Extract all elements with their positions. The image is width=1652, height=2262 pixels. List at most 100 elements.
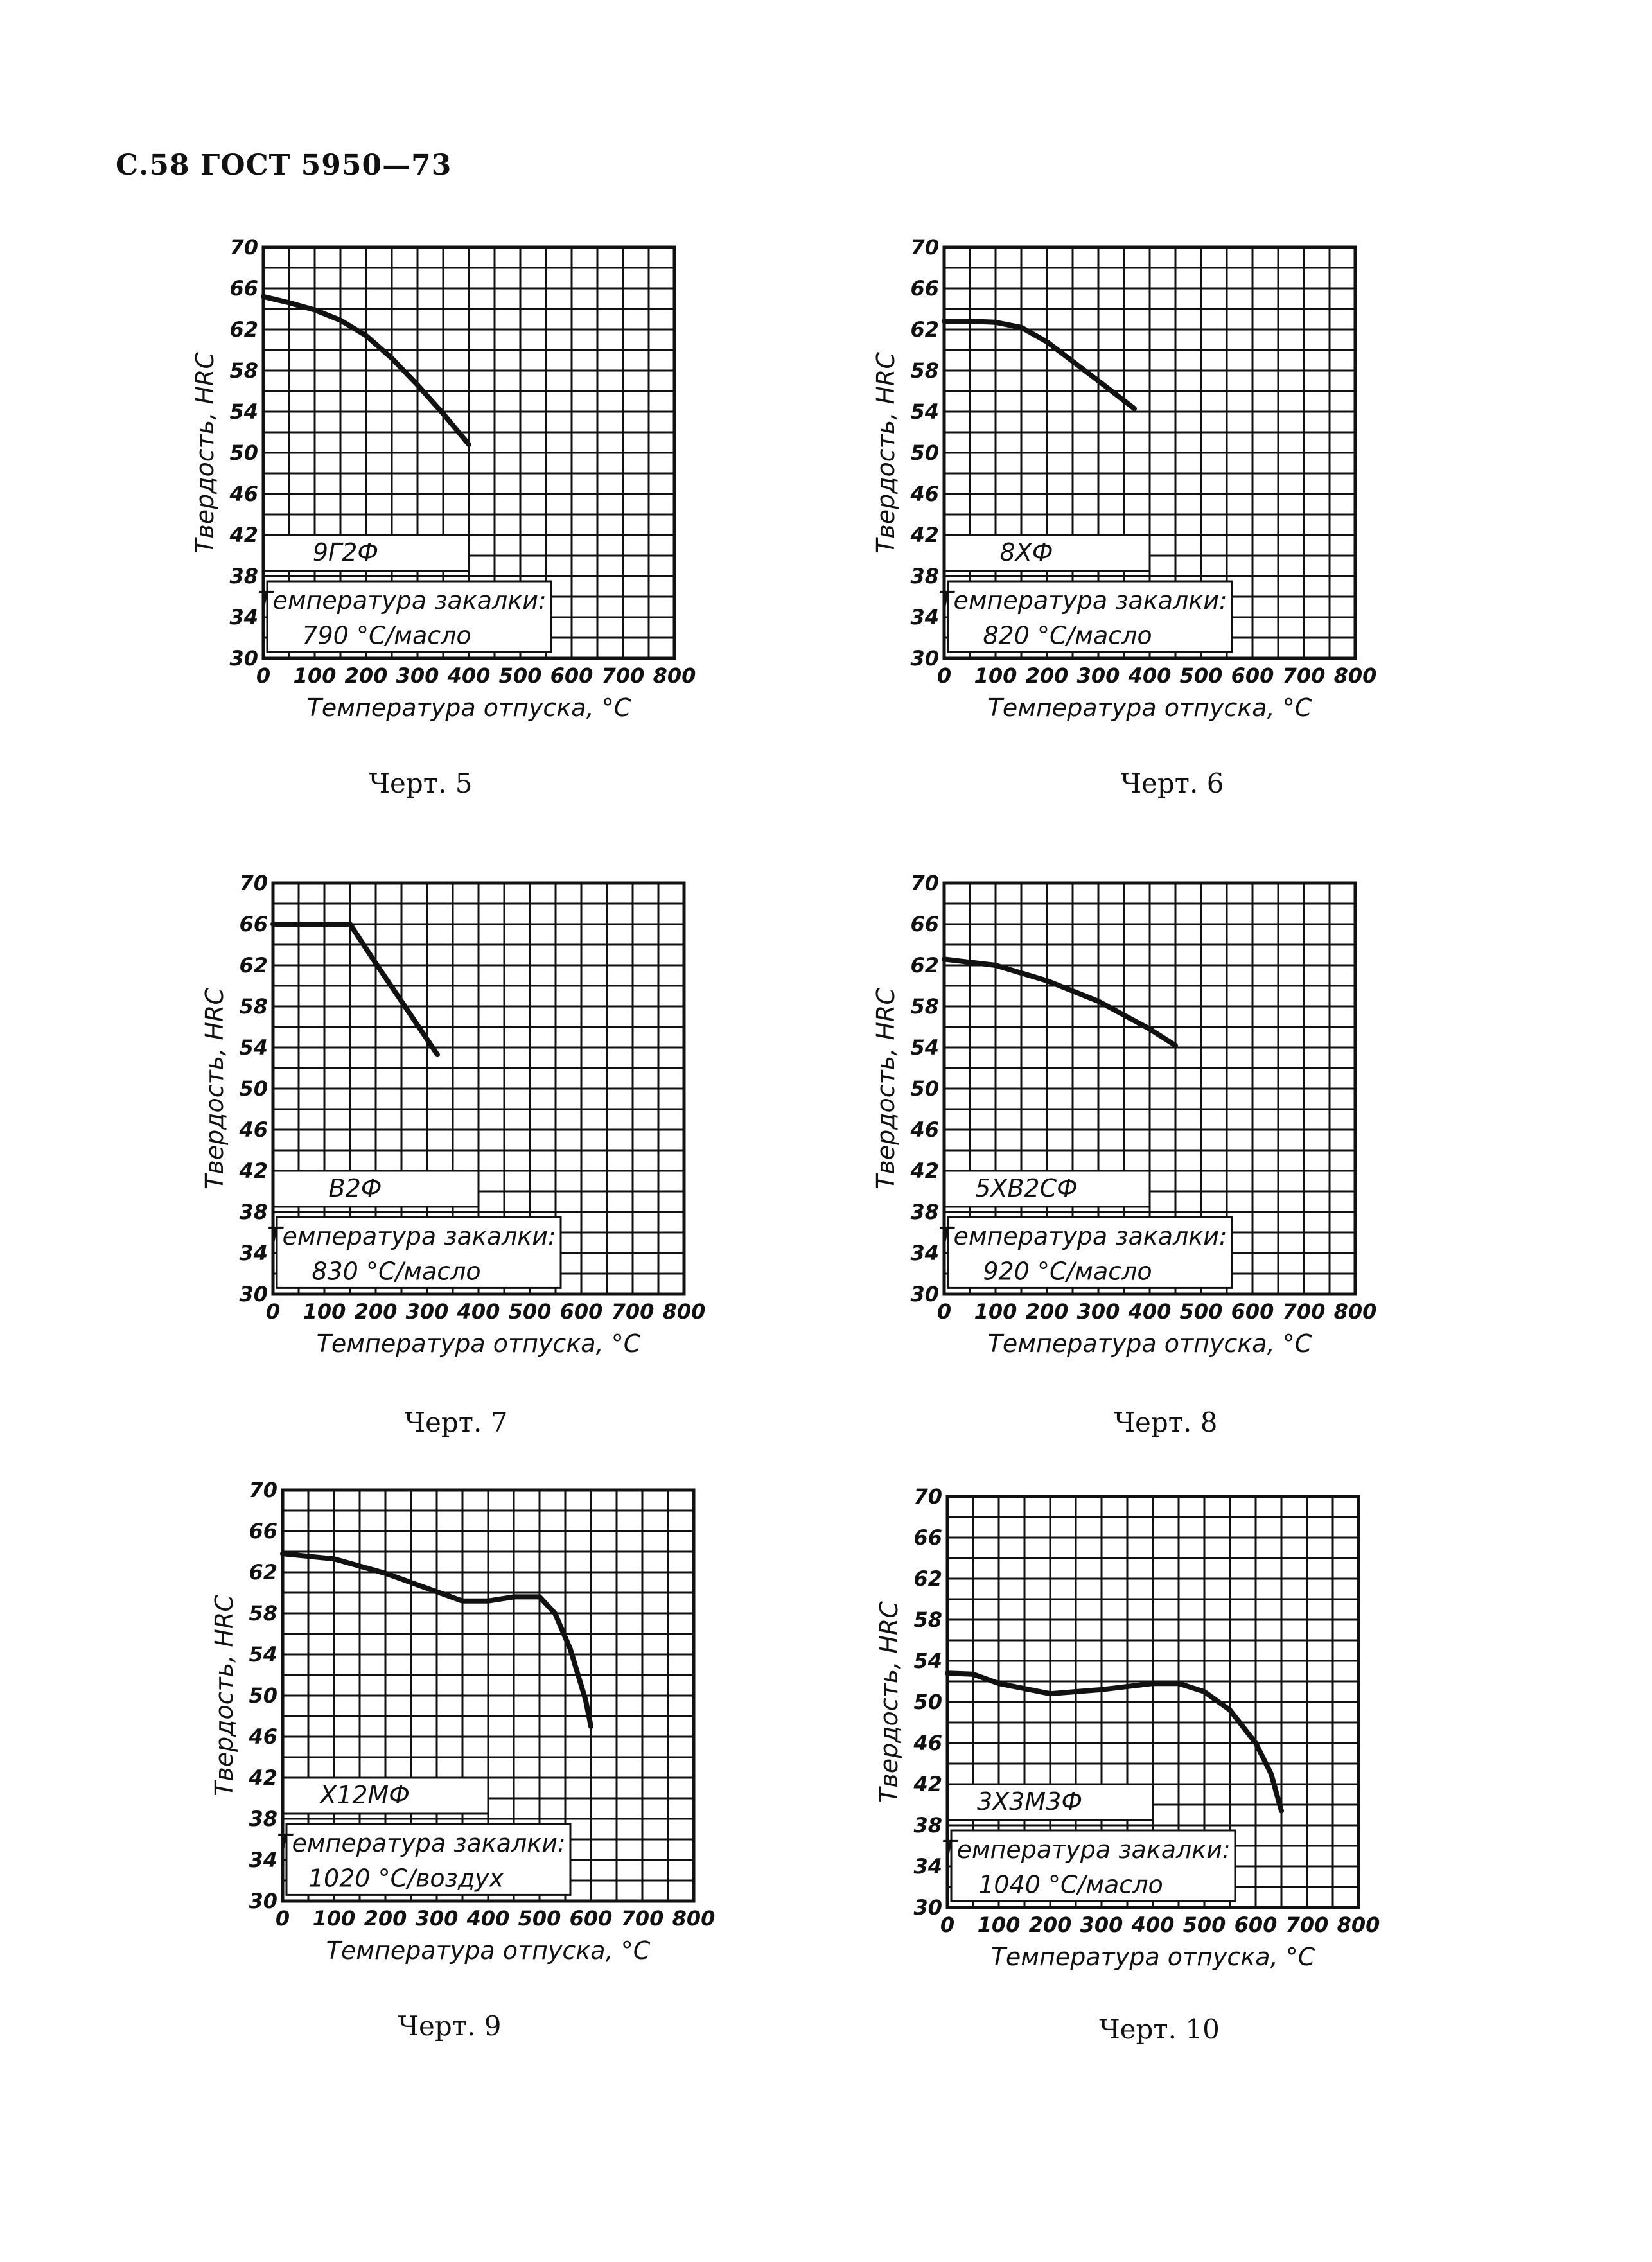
x-tick-label: 400	[1128, 1299, 1172, 1324]
x-tick-label: 200	[345, 663, 388, 688]
y-tick-label: 30	[229, 646, 258, 671]
y-tick-label: 46	[909, 482, 939, 506]
x-tick-label: 300	[406, 1299, 449, 1324]
y-tick-label: 54	[910, 1035, 939, 1060]
x-tick-label: 300	[1077, 663, 1120, 688]
x-tick-label: 100	[303, 1299, 346, 1324]
hardness-curve	[270, 922, 440, 1058]
y-axis-title: Твердость, HRC	[872, 352, 900, 554]
y-tick-label: 66	[239, 912, 268, 936]
y-tick-label: 34	[229, 605, 258, 629]
x-tick-label: 700	[1283, 663, 1326, 688]
x-axis-title: Температура отпуска, °С	[988, 1329, 1312, 1358]
x-tick-label: 400	[1128, 663, 1172, 688]
y-tick-label: 34	[910, 605, 939, 629]
y-tick-label: 58	[913, 1608, 942, 1632]
x-axis-title: Температура отпуска, °С	[991, 1943, 1315, 1971]
x-tick-label: 300	[416, 1906, 459, 1931]
y-tick-label: 50	[229, 441, 258, 465]
y-tick-label: 58	[910, 994, 939, 1019]
y-tick-label: 66	[249, 1519, 277, 1543]
y-tick-label: 62	[913, 1566, 942, 1591]
chart-6-plot: 8ХФ Температура закалки: 820 °С/масло 30 34 3…	[872, 235, 1376, 722]
plot-frame	[261, 245, 676, 660]
x-tick-label: 800	[672, 1906, 716, 1931]
x-axis-title: Температура отпуска, °С	[326, 1936, 651, 1965]
y-tick-label: 58	[239, 994, 268, 1019]
x-tick-label: 0	[266, 1299, 280, 1324]
x-axis-title: Температура отпуска, °С	[307, 694, 631, 722]
y-tick-label: 54	[249, 1642, 277, 1667]
y-tick-label: 42	[909, 523, 939, 547]
y-tick-label: 50	[910, 441, 939, 465]
y-tick-label: 30	[910, 1282, 939, 1306]
grade-label: 9Г2Ф	[313, 538, 378, 566]
x-tick-label: 100	[978, 1913, 1021, 1937]
y-tick-label: 42	[248, 1766, 277, 1790]
y-tick-label: 54	[913, 1649, 942, 1673]
quench-note-box	[947, 580, 1233, 653]
grade-box	[272, 1170, 480, 1208]
grade-box	[943, 1170, 1151, 1208]
x-tick-label: 600	[1231, 1299, 1274, 1324]
y-axis-title: Твердость, HRC	[210, 1595, 238, 1796]
hardness-curve	[942, 319, 1137, 412]
hardness-curve	[942, 956, 1178, 1048]
x-tick-label: 800	[663, 1299, 706, 1324]
chart-9: Х12МФ Температура закалки: 1020 °С/воздух 3…	[193, 1471, 835, 1985]
x-tick-label: 800	[1337, 1913, 1380, 1937]
y-axis-title: Твердость, HRC	[872, 988, 900, 1189]
x-tick-label: 600	[560, 1299, 603, 1324]
x-tick-label: 200	[1026, 1299, 1069, 1324]
y-tick-label: 70	[913, 1484, 942, 1509]
x-tick-label: 200	[364, 1906, 407, 1931]
quench-note-line-2: 920 °С/масло	[983, 1258, 1152, 1286]
y-tick-label: 70	[229, 235, 258, 259]
quench-note-line-1: Температура закалки:	[942, 1836, 1230, 1864]
quench-note-line-2: 1020 °С/воздух	[308, 1864, 504, 1893]
quench-note-box	[950, 1829, 1236, 1902]
plot-frame	[945, 1495, 1360, 1909]
x-tick-label: 200	[355, 1299, 398, 1324]
y-tick-label: 34	[239, 1241, 268, 1265]
quench-note-box	[947, 1216, 1233, 1289]
chart-8-caption: Черт. 8	[1114, 1407, 1218, 1438]
y-tick-label: 34	[913, 1854, 942, 1879]
y-tick-label: 70	[910, 871, 939, 895]
y-tick-label: 70	[239, 871, 268, 895]
chart-7-plot: В2Ф Температура закалки: 830 °С/масло 30 34 3…	[200, 871, 706, 1358]
y-tick-label: 30	[239, 1282, 268, 1306]
y-tick-label: 62	[910, 317, 939, 342]
quench-note-line-1: Температура закалки:	[938, 1222, 1227, 1250]
quench-note-box	[276, 1216, 562, 1289]
x-axis-title: Температура отпуска, °С	[317, 1329, 641, 1358]
quench-note-line-1: Температура закалки:	[258, 586, 546, 615]
y-tick-label: 58	[249, 1601, 277, 1626]
x-tick-label: 500	[1183, 1913, 1226, 1937]
x-tick-label: 500	[518, 1906, 561, 1931]
y-tick-label: 46	[238, 1118, 268, 1142]
x-tick-label: 500	[1180, 1299, 1223, 1324]
x-tick-label: 600	[1231, 663, 1274, 688]
y-axis-title: Твердость, HRC	[200, 988, 229, 1189]
x-tick-label: 0	[276, 1906, 290, 1931]
chart-8-plot: 5ХВ2СФ Температура закалки: 920 °С/масло 30…	[872, 871, 1376, 1358]
chart-10-caption: Черт. 10	[1099, 2013, 1220, 2045]
x-tick-label: 500	[509, 1299, 552, 1324]
y-tick-label: 62	[910, 953, 939, 978]
x-tick-label: 100	[294, 663, 337, 688]
x-tick-label: 0	[937, 1299, 951, 1324]
y-tick-label: 54	[910, 399, 939, 424]
y-tick-label: 66	[910, 912, 939, 936]
hardness-curve	[261, 294, 471, 448]
grade-label: Х12МФ	[319, 1781, 410, 1809]
grade-label: В2Ф	[329, 1174, 382, 1202]
y-tick-label: 70	[249, 1478, 277, 1502]
y-tick-label: 38	[910, 1200, 939, 1224]
y-tick-label: 42	[909, 1159, 939, 1183]
x-tick-label: 700	[1283, 1299, 1326, 1324]
x-tick-label: 0	[937, 663, 951, 688]
y-tick-label: 34	[910, 1241, 939, 1265]
x-tick-label: 100	[974, 1299, 1017, 1324]
grade-box	[943, 534, 1151, 572]
